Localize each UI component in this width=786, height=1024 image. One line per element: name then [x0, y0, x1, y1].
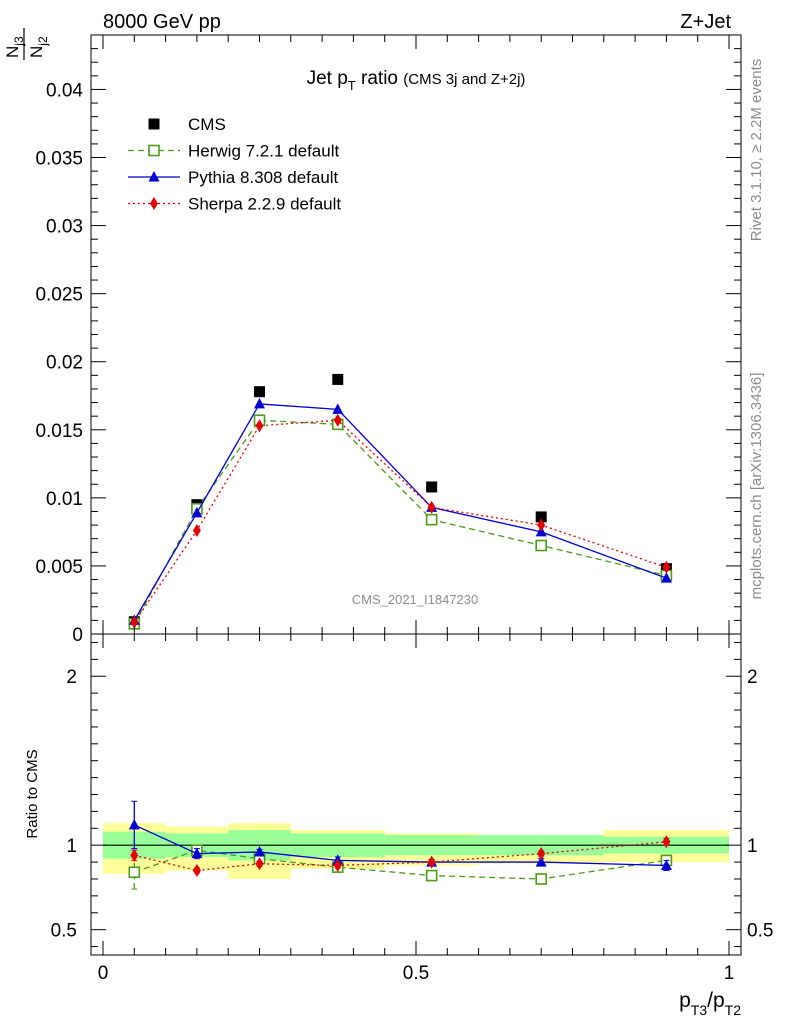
- main-ytick-label: 0.015: [35, 421, 83, 442]
- ratio-point: [425, 869, 438, 882]
- main-point: [535, 539, 548, 552]
- main-ytick-label: 0.01: [46, 489, 83, 510]
- main-point: [332, 373, 344, 385]
- ratio-ytick-label: 2: [66, 667, 77, 688]
- ratio-point: [535, 873, 548, 885]
- ylabel-den: N: [27, 46, 46, 58]
- main-point: [192, 524, 201, 538]
- ratio-point: [537, 847, 546, 861]
- legend: CMS Herwig 7.2.1 default Pythia 8.308 defa…: [128, 115, 341, 214]
- main-ytick-label: 0.035: [35, 149, 83, 170]
- ratio-point: [254, 845, 265, 857]
- legend-label: CMS: [188, 115, 226, 134]
- main-point: [426, 481, 438, 493]
- legend-label: Pythia 8.308 default: [188, 168, 339, 187]
- main-point: [255, 419, 264, 433]
- ratio-ytick-label: 1: [66, 836, 77, 857]
- title-sub: T: [348, 78, 356, 93]
- ratio-frame: [90, 633, 742, 956]
- ratio-ytick-label-right: 2: [747, 667, 758, 688]
- ratio-point: [333, 858, 342, 872]
- title-note: (CMS 3j and Z+2j): [403, 71, 525, 88]
- ratio-point: [128, 818, 140, 830]
- header-right: Z+Jet: [680, 11, 731, 33]
- xtick-label: 1: [724, 963, 735, 984]
- main-point: [332, 403, 344, 414]
- ratio-point: [128, 866, 141, 879]
- ratio-point: [130, 848, 139, 862]
- main-point: [660, 572, 672, 583]
- rivet-label: Rivet 3.1.10, ≥ 2.2M events: [748, 59, 765, 242]
- main-point: [427, 500, 436, 514]
- main-line: [133, 403, 667, 621]
- main-panel: 0 0.005 0.01 0.015 0.02 0.025 0.03 0.035 0.04 CM…: [35, 34, 742, 646]
- title-main: Jet p: [307, 68, 348, 89]
- mcplots-label: mcplots.cern.ch [arXiv:1306.3436]: [748, 373, 765, 600]
- xtick-label: 0: [98, 963, 109, 984]
- legend-label: Sherpa 2.2.9 default: [188, 195, 341, 214]
- svg-text:Nj3: Nj3: [3, 36, 26, 58]
- main-ytick-label: 0.005: [35, 557, 83, 578]
- svg-text:Jet pT ratio (CMS 3j and: Jet pT ratio (CMS 3j and Z+2j): [307, 68, 526, 93]
- ratio-ylabel: Ratio to CMS: [24, 749, 41, 838]
- main-ytick-label: 0.02: [46, 353, 83, 374]
- main-series-0: [128, 373, 672, 628]
- main-ylabel: Nj3 Nj2: [3, 28, 50, 60]
- header-left: 8000 GeV pp: [103, 11, 221, 33]
- chart-title: Jet pT ratio (CMS 3j and Z+2j): [307, 68, 526, 93]
- x-axis-label: pT3/pT2: [679, 989, 741, 1018]
- main-point: [333, 413, 342, 427]
- main-ytick-label: 0: [72, 625, 83, 646]
- legend-entry: Sherpa 2.2.9 default: [128, 195, 341, 214]
- main-series-2: [128, 397, 672, 625]
- ylabel-den-sub: j2: [36, 36, 50, 47]
- main-ytick-label: 0.025: [35, 285, 83, 306]
- legend-marker: [148, 118, 160, 130]
- ratio-point: [535, 856, 547, 867]
- legend-marker: [148, 171, 160, 182]
- title-rest: ratio: [356, 68, 398, 89]
- svg-text:Nj2: Nj2: [27, 36, 50, 58]
- ratio-point: [191, 847, 203, 859]
- xtick-label: 0.5: [403, 963, 429, 984]
- main-point: [130, 615, 139, 629]
- legend-label: Herwig 7.2.1 default: [188, 142, 339, 161]
- main-ytick-label: 0.03: [46, 217, 83, 238]
- ratio-point: [427, 855, 436, 869]
- ratio-series-2: [130, 835, 671, 878]
- watermark: CMS_2021_I1847230: [352, 592, 479, 607]
- main-point: [662, 560, 671, 574]
- ratio-panel: 0.5 0.5 1 1 2 2 0 0.5 1: [51, 633, 773, 984]
- ratio-ytick-label-right: 1: [747, 836, 758, 857]
- ylabel-num: N: [3, 46, 22, 58]
- legend-marker: [148, 144, 160, 157]
- ratio-point: [662, 835, 671, 849]
- ratio-ytick-label-right: 0.5: [747, 921, 773, 942]
- main-point: [537, 518, 546, 532]
- ylabel-num-sub: j3: [12, 36, 26, 47]
- ratio-point: [660, 859, 672, 870]
- main-point: [254, 397, 265, 409]
- ratio-ytick-label: 0.5: [51, 921, 77, 942]
- main-point: [425, 513, 438, 526]
- legend-entry: Herwig 7.2.1 default: [128, 142, 339, 161]
- legend-entry: CMS: [148, 115, 226, 134]
- legend-entry: Pythia 8.308 default: [128, 168, 339, 187]
- ratio-point: [192, 864, 201, 878]
- main-ytick-label: 0.04: [46, 80, 83, 101]
- main-point: [254, 386, 265, 398]
- legend-marker: [150, 197, 158, 210]
- main-point: [535, 511, 547, 523]
- ratio-point: [255, 857, 264, 871]
- main-series-3: [130, 413, 671, 629]
- main-point: [191, 506, 203, 518]
